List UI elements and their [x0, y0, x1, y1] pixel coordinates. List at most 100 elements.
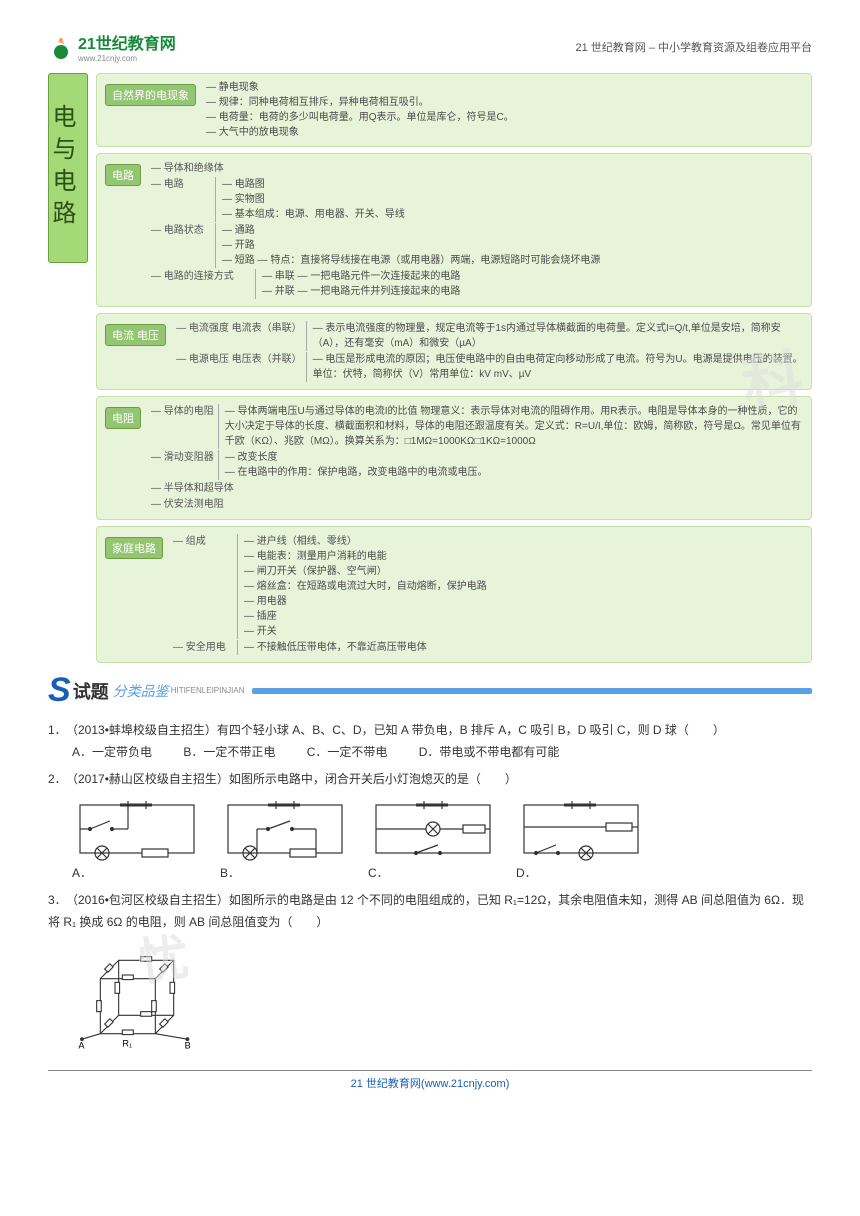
- mindmap-group: 电路 — 导体和绝缘体— 电路— 电路图— 实物图— 基本组成：电源、用电器、开关…: [96, 153, 812, 307]
- sub-row: — 电路状态 — 通路— 开路— 短路 — 特点：直接将导线接在电源（或用电器）两…: [151, 223, 803, 268]
- sub-body: — 导体两端电压U与通过导体的电流I的比值 物理意义：表示导体对电流的阻碍作用。…: [218, 404, 803, 449]
- leaf-text: — 短路 — 特点：直接将导线接在电源（或用电器）两端，电源短路时可能会烧坏电源: [222, 253, 803, 268]
- logo-title: 21世纪教育网: [78, 30, 176, 54]
- group-label: 电路: [105, 164, 141, 186]
- sub-body: — 不接触低压带电体，不靠近高压带电体: [237, 640, 803, 655]
- group-body: — 组成 — 进户线（相线、零线）— 电能表：测量用户消耗的电能— 闸刀开关（保护…: [173, 533, 803, 656]
- group-body: — 电流强度 电流表（串联） — 表示电流强度的物理量，规定电流等于1s内通过导体…: [176, 320, 803, 383]
- leaf-text: — 表示电流强度的物理量，规定电流等于1s内通过导体横截面的电荷量。定义式I=Q…: [313, 321, 803, 351]
- mindmap: 科 电与电路 自然界的电现象 — 静电现象— 规律：同种电荷相互排斥，异种电荷相互…: [48, 73, 812, 663]
- mindmap-group: 自然界的电现象 — 静电现象— 规律：同种电荷相互排斥，异种电荷相互吸引。— 电荷…: [96, 73, 812, 147]
- circuit-a-icon: [72, 797, 202, 861]
- leaf-text: — 开路: [222, 238, 803, 253]
- leaf-text: — 实物图: [222, 192, 803, 207]
- sub-body: — 改变长度— 在电路中的作用：保护电路，改变电路中的电流或电压。: [218, 450, 803, 480]
- group-body: — 导体和绝缘体— 电路— 电路图— 实物图— 基本组成：电源、用电器、开关、导…: [151, 160, 803, 300]
- sub-row: — 导体的电阻 — 导体两端电压U与通过导体的电流I的比值 物理意义：表示导体对电…: [151, 404, 803, 449]
- leaf-text: — 并联 — 一把电路元件并列连接起来的电路: [262, 284, 803, 299]
- leaf-text: — 电能表：测量用户消耗的电能: [244, 549, 803, 564]
- circuit-a-wrap: A．: [72, 797, 202, 885]
- q2-stem: （2017•赫山区校级自主招生）如图所示电路中，闭合开关后小灯泡熄灭的是（ ）: [66, 772, 517, 786]
- page-header: 21世纪教育网 www.21cnjy.com 21 世纪教育网 – 中小学教育资…: [48, 30, 812, 63]
- heading-s-icon: S: [48, 671, 71, 710]
- circuit-c-label: C．: [368, 863, 498, 885]
- circuit-d-label: D．: [516, 863, 646, 885]
- leaf-text: — 插座: [244, 609, 803, 624]
- q1-opt-b: B．一定不带正电: [183, 745, 275, 759]
- leaf-text: — 开关: [244, 624, 803, 639]
- sub-label: — 伏安法测电阻: [151, 497, 224, 512]
- circuit-a-label: A．: [72, 863, 202, 885]
- q2-circuits: A． B．: [48, 797, 812, 885]
- sub-label: — 电流强度 电流表（串联）: [176, 321, 302, 336]
- sub-body: — 进户线（相线、零线）— 电能表：测量用户消耗的电能— 闸刀开关（保护器、空气…: [237, 534, 803, 639]
- q1-stem: （2013•蚌埠校级自主招生）有四个轻小球 A、B、C、D，已知 A 带负电，B…: [66, 723, 725, 737]
- header-right: 21 世纪教育网 – 中小学教育资源及组卷应用平台: [575, 39, 812, 55]
- q1-opt-a: A．一定带负电: [72, 745, 152, 759]
- heading-rule: [252, 688, 812, 694]
- leaf-text: — 基本组成：电源、用电器、开关、导线: [222, 207, 803, 222]
- question-1: 1．（2013•蚌埠校级自主招生）有四个轻小球 A、B、C、D，已知 A 带负电…: [48, 720, 812, 763]
- sub-body: — 表示电流强度的物理量，规定电流等于1s内通过导体横截面的电荷量。定义式I=Q…: [306, 321, 803, 351]
- q1-opt-d: D．带电或不带电都有可能: [419, 745, 560, 759]
- sub-label: — 安全用电: [173, 640, 233, 655]
- circuit-d-wrap: D．: [516, 797, 646, 885]
- section-heading: S 试题 分类品鉴 HITIFENLEIPINJIAN: [48, 671, 812, 710]
- heading-sub: 分类品鉴: [113, 681, 169, 701]
- q2-num: 2．: [48, 769, 66, 791]
- sub-label: — 电源电压 电压表（并联）: [176, 352, 302, 367]
- leaf-text: — 用电器: [244, 594, 803, 609]
- sub-label: — 组成: [173, 534, 233, 549]
- sub-row: — 电路的连接方式 — 串联 — 一把电路元件一次连接起来的电路— 并联 — 一把…: [151, 269, 803, 299]
- group-label: 自然界的电现象: [105, 84, 196, 106]
- leaf-text: — 闸刀开关（保护器、空气闸）: [244, 564, 803, 579]
- mindmap-group: 电阻 — 导体的电阻 — 导体两端电压U与通过导体的电流I的比值 物理意义：表示导体…: [96, 396, 812, 520]
- sub-label: — 半导体和超导体: [151, 481, 251, 496]
- sub-row: — 半导体和超导体: [151, 481, 803, 496]
- circuit-d-icon: [516, 797, 646, 861]
- leaf-text: — 静电现象: [206, 80, 803, 95]
- leaf-text: — 规律：同种电荷相互排斥，异种电荷相互吸引。: [206, 95, 803, 110]
- sub-body: — 串联 — 一把电路元件一次连接起来的电路— 并联 — 一把电路元件并列连接起…: [255, 269, 803, 299]
- group-label: 电阻: [105, 407, 141, 429]
- sub-body: — 通路— 开路— 短路 — 特点：直接将导线接在电源（或用电器）两端，电源短路…: [215, 223, 803, 268]
- mindmap-root: 电与电路: [48, 73, 88, 263]
- leaf-text: — 改变长度: [225, 450, 803, 465]
- sub-row: — 安全用电 — 不接触低压带电体，不靠近高压带电体: [173, 640, 803, 655]
- leaf-text: — 通路: [222, 223, 803, 238]
- cube-label-a: A: [78, 1040, 85, 1050]
- sub-row: — 电流强度 电流表（串联） — 表示电流强度的物理量，规定电流等于1s内通过导体…: [176, 321, 803, 351]
- leaf-text: — 串联 — 一把电路元件一次连接起来的电路: [262, 269, 803, 284]
- circuit-c-wrap: C．: [368, 797, 498, 885]
- q1-opt-c: C．一定不带电: [307, 745, 388, 759]
- sub-row: — 组成 — 进户线（相线、零线）— 电能表：测量用户消耗的电能— 闸刀开关（保护…: [173, 534, 803, 639]
- leaf-text: — 大气中的放电现象: [206, 125, 803, 140]
- mindmap-group: 电流 电压 — 电流强度 电流表（串联） — 表示电流强度的物理量，规定电流等于1s…: [96, 313, 812, 390]
- sub-label: — 导体的电阻: [151, 404, 214, 419]
- leaf-text: — 电荷量：电荷的多少叫电荷量。用Q表示。单位是库仑，符号是C。: [206, 110, 803, 125]
- q1-num: 1．: [48, 720, 66, 742]
- leaf-text: — 电压是形成电流的原因；电压使电路中的自由电荷定向移动形成了电流。符号为U。电…: [313, 352, 803, 382]
- heading-pinyin: HITIFENLEIPINJIAN: [171, 686, 245, 695]
- sub-row: — 电路— 电路图— 实物图— 基本组成：电源、用电器、开关、导线: [151, 177, 803, 222]
- group-label: 电流 电压: [105, 324, 166, 346]
- page-footer: 21 世纪教育网(www.21cnjy.com): [48, 1070, 812, 1091]
- sub-row: — 导体和绝缘体: [151, 161, 803, 176]
- heading-title: 试题: [73, 678, 109, 704]
- circuit-b-wrap: B．: [220, 797, 350, 885]
- sub-label: — 电路状态: [151, 223, 211, 238]
- logo-icon: [48, 34, 74, 60]
- circuit-b-icon: [220, 797, 350, 861]
- sub-row: — 滑动变阻器— 改变长度— 在电路中的作用：保护电路，改变电路中的电流或电压。: [151, 450, 803, 480]
- q3-num: 3．: [48, 890, 66, 912]
- group-body: — 静电现象— 规律：同种电荷相互排斥，异种电荷相互吸引。— 电荷量：电荷的多少…: [206, 80, 803, 140]
- sub-label: — 电路: [151, 177, 211, 192]
- question-2: 2．（2017•赫山区校级自主招生）如图所示电路中，闭合开关后小灯泡熄灭的是（ …: [48, 769, 812, 884]
- watermark-1: 科: [736, 329, 808, 424]
- sub-label: — 电路的连接方式: [151, 269, 251, 284]
- cube-label-r1: R₁: [122, 1038, 132, 1048]
- sub-body: — 电压是形成电流的原因；电压使电路中的自由电荷定向移动形成了电流。符号为U。电…: [306, 352, 803, 382]
- mindmap-group: 家庭电路 — 组成 — 进户线（相线、零线）— 电能表：测量用户消耗的电能— 闸刀开…: [96, 526, 812, 663]
- group-body: — 导体的电阻 — 导体两端电压U与通过导体的电流I的比值 物理意义：表示导体对电…: [151, 403, 803, 513]
- group-label: 家庭电路: [105, 537, 163, 559]
